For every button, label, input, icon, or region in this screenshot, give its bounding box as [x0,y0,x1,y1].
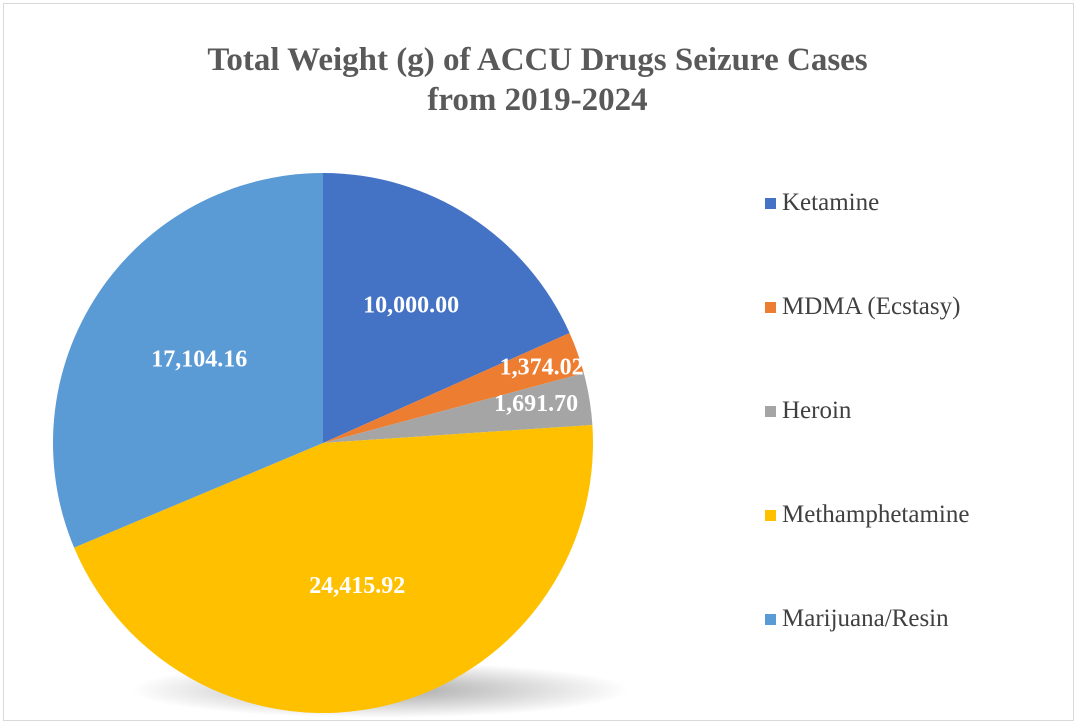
legend-label-mdma-ecstasy: MDMA (Ecstasy) [782,293,961,320]
pie-slice-methamphetamine [74,424,593,713]
chart-title: Total Weight (g) of ACCU Drugs Seizure C… [0,40,1075,120]
data-label-heroin: 1,691.70 [494,391,578,417]
chart-title-line-1: Total Weight (g) of ACCU Drugs Seizure C… [207,42,868,78]
data-label-methamphetamine: 24,415.92 [309,573,405,599]
legend-swatch-ketamine [765,197,776,209]
data-label-ketamine: 10,000.00 [363,293,459,319]
legend-swatch-heroin [765,405,776,417]
legend-swatch-mdma-ecstasy [765,301,776,313]
data-label-marijuana-resin: 17,104.16 [151,346,247,372]
legend-label-methamphetamine: Methamphetamine [782,501,970,528]
legend-label-marijuana-resin: Marijuana/Resin [782,605,949,632]
legend-item-heroin: Heroin [765,391,851,431]
legend-label-heroin: Heroin [782,397,852,424]
data-label-mdma-ecstasy: 1,374.02 [500,355,584,381]
pie-slice-marijuana-resin [52,172,323,548]
legend-item-methamphetamine: Methamphetamine [765,495,969,535]
legend-item-mdma-ecstasy: MDMA (Ecstasy) [765,287,960,327]
pie-slice-mdma-ecstasy [323,332,584,443]
legend-label-ketamine: Ketamine [782,189,880,216]
legend-swatch-marijuana-resin [765,613,776,625]
legend-item-marijuana-resin: Marijuana/Resin [765,599,949,639]
pie-slice-heroin [323,373,593,443]
pie-slices [52,172,593,713]
legend-item-ketamine: Ketamine [765,183,879,223]
pie-labels: 10,000.00 1,374.02 1,691.70 24,415.92 17,104… [151,293,583,599]
legend-swatch-methamphetamine [765,509,776,521]
chart-title-line-2: from 2019-2024 [427,82,648,118]
pie-slice-ketamine [323,173,570,443]
